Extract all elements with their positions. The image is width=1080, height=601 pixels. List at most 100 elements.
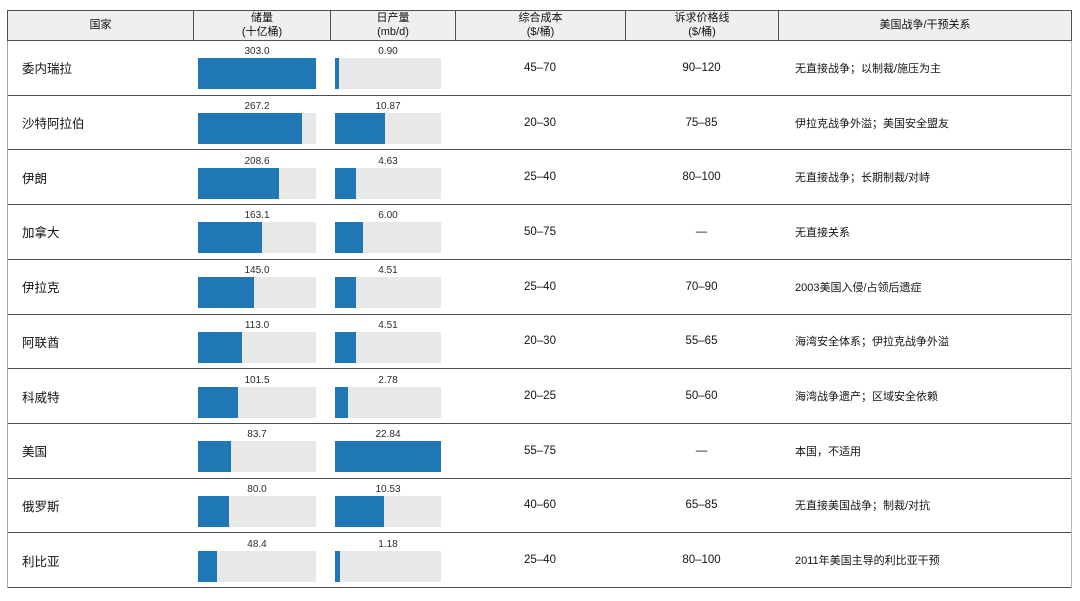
us-relation-cell: 2003美国入侵/占领后遗症 <box>795 281 922 294</box>
price-line-cell: 75–85 <box>685 116 718 129</box>
reserves-bar-track <box>198 222 316 254</box>
production-bar-fill <box>335 113 386 145</box>
production-value-label: 0.90 <box>378 46 398 58</box>
reserves-bar-fill <box>198 495 230 527</box>
reserves-bar-fill <box>198 550 217 582</box>
reserves-bar-fill <box>198 113 303 145</box>
reserves-bar-track <box>198 550 316 582</box>
country-cell: 俄罗斯 <box>8 479 193 533</box>
col-header-production: 日产量 (mb/d) <box>330 10 455 41</box>
col-header-price-line: 诉求价格线 ($/桶) <box>625 10 778 41</box>
production-bar-cell: 4.51 <box>330 315 455 369</box>
country-cell: 阿联酋 <box>8 315 193 369</box>
cost-range-cell: 20–30 <box>524 335 556 348</box>
production-bar-cell: 4.51 <box>330 260 455 314</box>
cost-range-cell: 50–75 <box>524 225 556 238</box>
country-name: 俄罗斯 <box>22 499 60 514</box>
production-bar-fill <box>335 550 341 582</box>
col-header-country-title: 国家 <box>89 18 112 31</box>
production-bar-fill <box>335 58 340 90</box>
col-header-price-line-unit: ($/桶) <box>688 25 716 38</box>
reserves-bar-cell: 101.5 <box>193 369 330 423</box>
reserves-value-label: 101.5 <box>244 374 270 386</box>
country-cell: 科威特 <box>8 369 193 423</box>
production-bar-cell: 1.18 <box>330 533 455 587</box>
us-relation-cell: 无直接美国战争；制裁/对抗 <box>795 500 931 513</box>
country-name: 伊拉克 <box>22 281 60 296</box>
production-value-label: 4.51 <box>378 319 398 331</box>
us-relation-cell: 2011年美国主导的利比亚干预 <box>795 555 940 568</box>
country-name: 沙特阿拉伯 <box>22 117 85 132</box>
production-bar-track <box>335 277 441 309</box>
reserves-bar-fill <box>198 331 242 363</box>
production-bar-fill <box>335 495 384 527</box>
cost-range-cell: 45–70 <box>524 61 556 74</box>
us-relation-cell: 伊拉克战争外溢；美国安全盟友 <box>795 117 949 130</box>
table-row: 科威特 101.5 2.78 20–25 50–60 海湾战争遗产；区域安全依赖 <box>8 369 1071 424</box>
price-line-cell: 50–60 <box>685 390 718 403</box>
us-relation-cell: 无直接关系 <box>795 226 850 239</box>
reserves-bar-track <box>198 331 316 363</box>
reserves-bar-track <box>198 386 316 418</box>
table-body: 委内瑞拉 303.0 0.90 45–70 90–120 无直接战争；以制裁/施… <box>7 41 1072 588</box>
table-row: 沙特阿拉伯 267.2 10.87 20–30 75–85 伊拉克战争外溢；美国… <box>8 96 1071 151</box>
production-bar-track <box>335 113 441 145</box>
production-bar-track <box>335 495 441 527</box>
reserves-bar-cell: 48.4 <box>193 533 330 587</box>
reserves-bar-cell: 83.7 <box>193 424 330 478</box>
country-cell: 美国 <box>8 424 193 478</box>
reserves-bar-fill <box>198 386 238 418</box>
table-row: 委内瑞拉 303.0 0.90 45–70 90–120 无直接战争；以制裁/施… <box>8 41 1071 96</box>
price-line-cell: 55–65 <box>685 335 718 348</box>
production-bar-fill <box>335 277 356 309</box>
col-header-country: 国家 <box>7 10 193 41</box>
table-row: 伊拉克 145.0 4.51 25–40 70–90 2003美国入侵/占领后遗… <box>8 260 1071 315</box>
col-header-cost: 综合成本 ($/桶) <box>455 10 625 41</box>
us-relation-cell: 海湾战争遗产；区域安全依赖 <box>795 391 938 404</box>
production-value-label: 10.53 <box>375 483 401 495</box>
price-line-cell: 80–100 <box>682 554 721 567</box>
us-relation-cell: 海湾安全体系；伊拉克战争外溢 <box>795 336 949 349</box>
cost-range-cell: 25–40 <box>524 171 556 184</box>
country-cell: 利比亚 <box>8 533 193 587</box>
production-bar-cell: 22.84 <box>330 424 455 478</box>
oil-countries-table: 国家 储量 (十亿桶) 日产量 (mb/d) 综合成本 ($/桶) 诉求价格线 … <box>7 10 1072 588</box>
price-line-cell: — <box>695 225 708 238</box>
reserves-bar-track <box>198 58 316 90</box>
col-header-us-relation: 美国战争/干预关系 <box>778 10 1072 41</box>
country-name: 委内瑞拉 <box>22 62 73 77</box>
col-header-us-relation-title: 美国战争/干预关系 <box>879 18 971 31</box>
reserves-value-label: 83.7 <box>247 429 267 441</box>
reserves-value-label: 163.1 <box>244 210 270 222</box>
reserves-value-label: 113.0 <box>244 319 270 331</box>
table-row: 阿联酋 113.0 4.51 20–30 55–65 海湾安全体系；伊拉克战争外… <box>8 315 1071 370</box>
production-bar-cell: 4.63 <box>330 150 455 204</box>
us-relation-cell: 无直接战争；以制裁/施压为主 <box>795 62 942 75</box>
production-value-label: 2.78 <box>378 374 398 386</box>
col-header-price-line-title: 诉求价格线 <box>674 11 730 24</box>
col-header-cost-unit: ($/桶) <box>526 25 555 38</box>
reserves-bar-track <box>198 167 316 199</box>
col-header-production-unit: (mb/d) <box>377 25 409 38</box>
reserves-bar-cell: 303.0 <box>193 41 330 95</box>
reserves-value-label: 208.6 <box>244 155 270 167</box>
col-header-production-title: 日产量 <box>376 11 410 24</box>
reserves-value-label: 303.0 <box>244 46 270 58</box>
reserves-bar-track <box>198 495 316 527</box>
col-header-cost-title: 综合成本 <box>518 11 563 24</box>
col-header-reserves-title: 储量 <box>251 11 273 24</box>
reserves-value-label: 80.0 <box>247 483 267 495</box>
table-row: 美国 83.7 22.84 55–75 — 本国，不适用 <box>8 424 1071 479</box>
cost-range-cell: 40–60 <box>524 499 556 512</box>
country-cell: 伊朗 <box>8 150 193 204</box>
production-bar-track <box>335 386 441 418</box>
reserves-bar-fill <box>198 222 262 254</box>
production-bar-cell: 2.78 <box>330 369 455 423</box>
us-relation-cell: 本国，不适用 <box>795 445 861 458</box>
reserves-bar-cell: 208.6 <box>193 150 330 204</box>
price-line-cell: — <box>695 444 708 457</box>
price-line-cell: 90–120 <box>682 61 721 74</box>
country-cell: 委内瑞拉 <box>8 41 193 95</box>
reserves-bar-track <box>198 113 316 145</box>
